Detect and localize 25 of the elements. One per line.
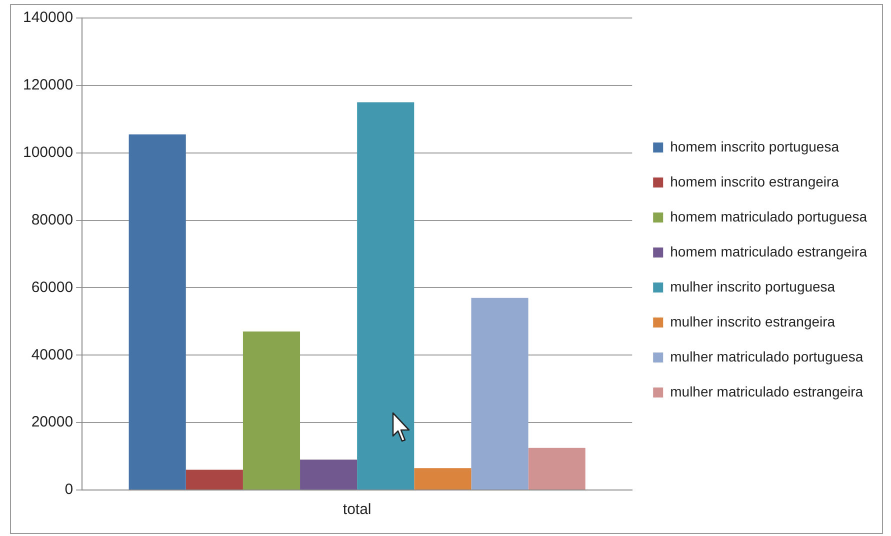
legend-label: homem inscrito estrangeira bbox=[670, 173, 840, 190]
y-tick-label: 140000 bbox=[22, 9, 74, 26]
y-tick-label: 0 bbox=[64, 481, 74, 498]
legend-label: homem matriculado estrangeira bbox=[670, 243, 868, 260]
y-tick-label: 80000 bbox=[31, 211, 74, 228]
y-tick-label: 100000 bbox=[22, 144, 74, 161]
bar bbox=[357, 102, 414, 490]
y-tick-label: 120000 bbox=[22, 76, 74, 94]
legend-label: mulher matriculado portuguesa bbox=[670, 348, 864, 364]
legend-label: mulher matriculado estrangeira bbox=[670, 383, 864, 400]
y-tick-label: 60000 bbox=[31, 278, 74, 296]
bar bbox=[300, 460, 358, 490]
bar bbox=[471, 298, 528, 490]
y-tick-label: 40000 bbox=[31, 346, 74, 364]
x-tick-label: total bbox=[342, 501, 372, 518]
legend-label: mulher inscrito portuguesa bbox=[670, 278, 836, 294]
legend-label: mulher inscrito estrangeira bbox=[670, 313, 836, 330]
y-tick-label: 20000 bbox=[31, 414, 74, 431]
bar bbox=[414, 468, 472, 490]
legend-label: homem inscrito portuguesa bbox=[670, 138, 840, 154]
bar bbox=[128, 134, 186, 490]
legend-label: homem matriculado portuguesa bbox=[670, 208, 868, 224]
bar bbox=[528, 448, 586, 490]
bar bbox=[186, 470, 243, 490]
bar bbox=[242, 332, 300, 490]
